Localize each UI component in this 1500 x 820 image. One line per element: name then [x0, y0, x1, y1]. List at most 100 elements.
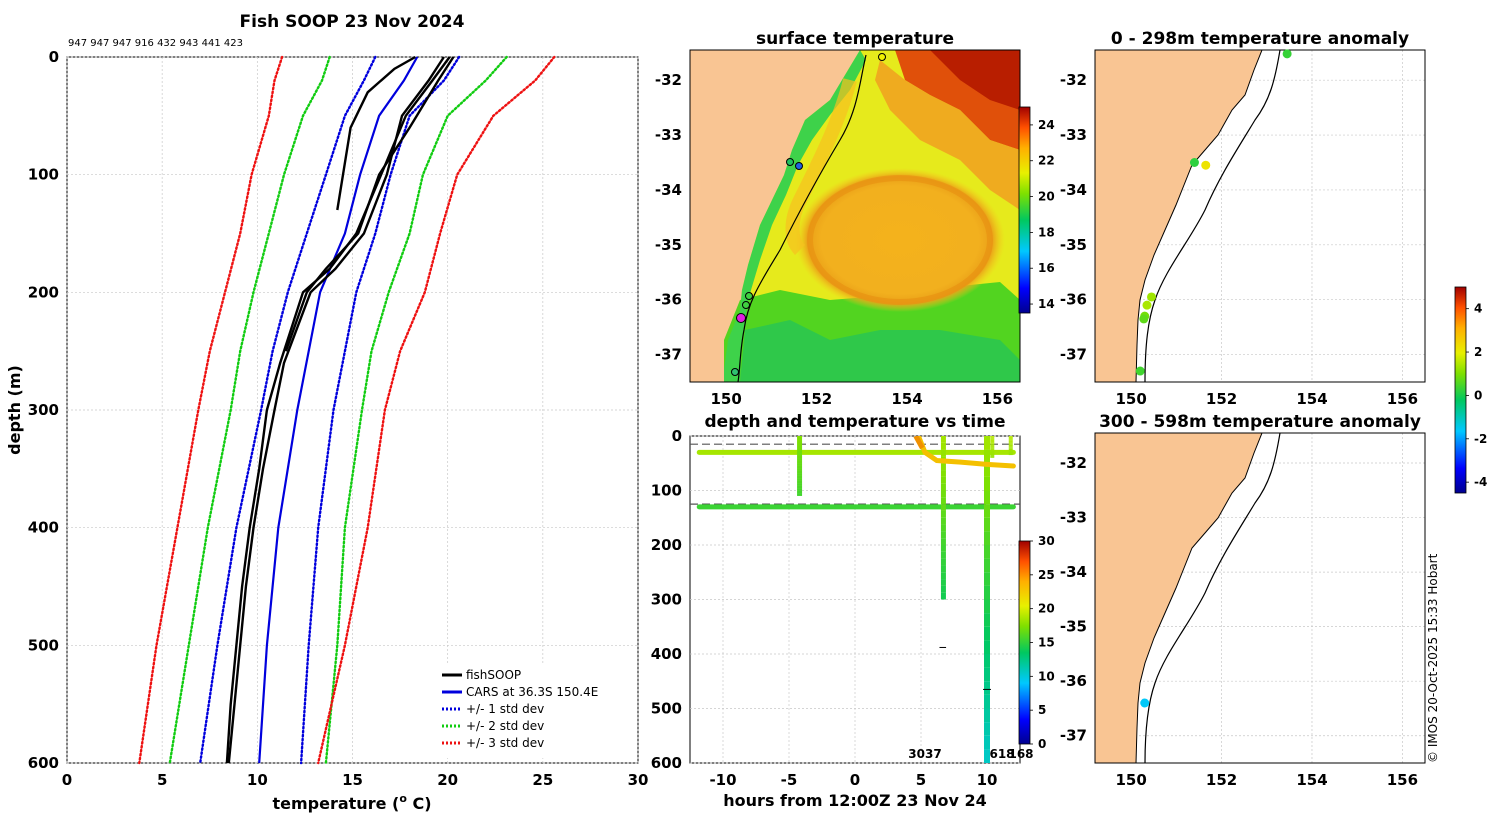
anomaly-bottom-ytick--34: -34	[1060, 563, 1087, 581]
profile-title: Fish SOOP 23 Nov 2024	[240, 12, 465, 32]
profile-series-1	[199, 55, 377, 765]
anomaly-bottom-xtick-154: 154	[1296, 771, 1327, 789]
anomaly-bottom-panel: 300 - 598m temperature anomaly 150 152 154…	[1060, 412, 1426, 789]
time-ytick-100: 100	[651, 482, 682, 500]
anomaly-bottom-ytick--37: -37	[1060, 727, 1087, 745]
anomaly-bottom-xtick-152: 152	[1206, 771, 1237, 789]
anomaly-top-ticks: 150 152 154 156 -32 -33 -34 -35 -36 -37	[1060, 71, 1418, 408]
anomaly-top-point-7	[1135, 366, 1145, 376]
sst-ytick--34: -34	[655, 181, 682, 199]
time-xlabel: hours from 12:00Z 23 Nov 24	[723, 791, 986, 810]
profile-ylabel: depth (m)	[5, 365, 24, 455]
anomaly-top-point-2	[1201, 160, 1211, 170]
sst-ytick--35: -35	[655, 236, 682, 254]
profile-series-3	[168, 55, 331, 765]
time-annotation-168: 168	[1008, 747, 1033, 761]
sst-colorbar	[1018, 106, 1031, 314]
legend-entry-2std: +/- 2 std dev	[466, 719, 544, 733]
profile-panel: Fish SOOP 23 Nov 2024 947 947 947 916 43…	[5, 12, 648, 813]
anomaly-colorbar-ticklabel-4: 4	[1474, 302, 1482, 316]
anomaly-top-ytick--37: -37	[1060, 346, 1087, 364]
sst-xtick-152: 152	[801, 390, 832, 408]
profile-xtick-10: 10	[247, 771, 268, 789]
legend-entry-1std: +/- 1 std dev	[466, 702, 544, 716]
sst-ytick--32: -32	[655, 71, 682, 89]
fish-profile-2	[336, 55, 416, 211]
profile-grid	[66, 56, 639, 764]
anomaly-top-point-0	[1282, 49, 1292, 59]
time-xtick-5: 5	[916, 771, 926, 789]
time-data	[696, 436, 1016, 763]
sst-xtick-156: 156	[982, 390, 1013, 408]
time-ytick-300: 300	[651, 591, 682, 609]
time-ytick-600: 600	[651, 754, 682, 772]
legend-entry-fishsoop: fishSOOP	[466, 668, 521, 682]
time-colorbar-ticklabel-25: 25	[1038, 568, 1055, 582]
time-colorbar-ticklabel-0: 0	[1038, 737, 1046, 751]
sst-ticks: 150 152 154 156 -32 -33 -34 -35 -36 -37	[655, 71, 1013, 408]
time-ytick-0: 0	[672, 427, 682, 445]
anomaly-top-ytick--33: -33	[1060, 126, 1087, 144]
profile-lines	[138, 55, 556, 765]
profile-xtick-25: 25	[532, 771, 553, 789]
anomaly-bottom-xtick-156: 156	[1387, 771, 1418, 789]
profile-series-4	[324, 55, 508, 765]
anomaly-bottom-xtick-150: 150	[1116, 771, 1147, 789]
profile-ytick-200: 200	[28, 283, 59, 301]
anomaly-top-points	[1135, 49, 1292, 376]
profile-xtick-30: 30	[628, 771, 649, 789]
anomaly-top-point-4	[1142, 300, 1152, 310]
time-colorbar-ticklabel-20: 20	[1038, 602, 1055, 616]
anomaly-top-point-1	[1189, 157, 1199, 167]
time-colorbar	[1018, 540, 1031, 745]
time-annotation-3037: 3037	[908, 747, 941, 761]
profile-xtick-15: 15	[342, 771, 363, 789]
anomaly-top-ytick--32: -32	[1060, 71, 1087, 89]
sst-colorbar-ticklabel-24: 24	[1038, 118, 1055, 132]
time-panel: depth and temperature vs time -10 -5 0 5 100…	[651, 412, 1055, 810]
anomaly-top-panel: 0 - 298m temperature anomaly 150 152 154 15…	[1060, 29, 1426, 408]
anomaly-colorbar	[1454, 286, 1467, 494]
profile-ytick-600: 600	[28, 754, 59, 772]
anomaly-bottom-ytick--33: -33	[1060, 509, 1087, 527]
sst-colorbar-ticklabel-22: 22	[1038, 154, 1055, 168]
profile-ytick-0: 0	[49, 48, 59, 66]
anomaly-colorbar-ticklabel--4: -4	[1474, 475, 1487, 489]
anomaly-top-ytick--34: -34	[1060, 181, 1087, 199]
time-ytick-500: 500	[651, 700, 682, 718]
anomaly-top-ytick--36: -36	[1060, 291, 1087, 309]
anomaly-top-xtick-152: 152	[1206, 390, 1237, 408]
time-colorbar-ticklabel-30: 30	[1038, 534, 1055, 548]
anomaly-top-title: 0 - 298m temperature anomaly	[1111, 29, 1409, 49]
fish-profile-3	[284, 56, 455, 352]
time-title: depth and temperature vs time	[705, 412, 1006, 432]
anomaly-colorbar-ticklabel--2: -2	[1474, 432, 1487, 446]
sst-xtick-150: 150	[711, 390, 742, 408]
anomaly-bottom-points	[1140, 698, 1150, 708]
profile-series-0	[258, 56, 419, 764]
time-warm-start	[913, 436, 925, 450]
profile-ytick-500: 500	[28, 636, 59, 654]
profile-series-2	[299, 55, 461, 765]
anomaly-colorbar-ticklabel-2: 2	[1474, 345, 1482, 359]
time-xtick-0: 0	[850, 771, 860, 789]
anomaly-top-point-3	[1147, 292, 1157, 302]
sst-colorbar-ticklabel-18: 18	[1038, 225, 1055, 239]
profile-xtick-0: 0	[62, 771, 72, 789]
sst-colorbar-ticks: 14 16 18 20 22 24	[1030, 118, 1055, 311]
profile-ytick-100: 100	[28, 166, 59, 184]
profile-ytick-300: 300	[28, 401, 59, 419]
anomaly-top-point-6	[1139, 314, 1149, 324]
sst-ytick--37: -37	[655, 346, 682, 364]
profile-xlabel: temperature (o C)	[272, 792, 431, 813]
credit-text: © IMOS 20-Oct-2025 15:33 Hobart	[1426, 553, 1440, 763]
time-warm-track	[915, 436, 1016, 469]
anomaly-top-xtick-154: 154	[1296, 390, 1327, 408]
anomaly-top-axes-box	[1094, 49, 1426, 383]
profile-subtitle: 947 947 947 916 432 943 441 423	[68, 38, 243, 49]
time-colorbar-ticklabel-15: 15	[1038, 636, 1055, 650]
anomaly-colorbar-ticklabel-0: 0	[1474, 388, 1482, 402]
